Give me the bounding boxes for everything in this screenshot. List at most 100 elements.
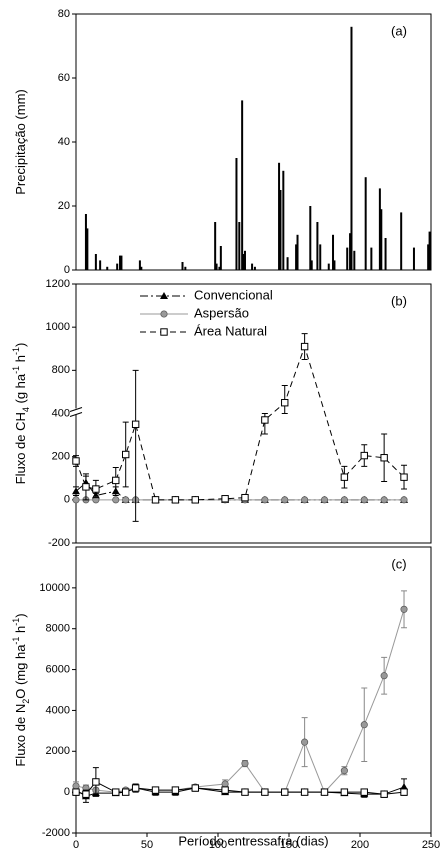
marker [82, 483, 90, 491]
bar [412, 247, 415, 270]
y-tick-label: 20 [58, 200, 70, 212]
y-tick-label: 800 [52, 364, 70, 376]
y-tick-label: 1200 [46, 278, 70, 290]
marker [340, 473, 349, 481]
marker [92, 778, 100, 786]
marker [221, 786, 229, 794]
bar [309, 206, 312, 270]
marker [400, 473, 408, 481]
y-axis-label-part: Precipitação (mm) [13, 89, 28, 194]
marker [241, 759, 249, 768]
marker [281, 399, 289, 407]
y-tick-label: 0 [64, 786, 70, 798]
bar [86, 228, 89, 270]
marker [131, 784, 140, 792]
y-axis-label-part: h [13, 355, 28, 366]
marker [261, 496, 269, 504]
bar [333, 260, 336, 270]
bar [428, 231, 431, 270]
y-axis-label-part: ) [13, 343, 28, 347]
bar [106, 266, 109, 270]
marker [221, 495, 229, 503]
legend-label: Área Natural [194, 323, 267, 338]
marker [360, 451, 368, 460]
marker [300, 342, 309, 351]
y-axis-label-part: Fluxo de CH [13, 412, 28, 484]
bar [184, 266, 187, 270]
marker [261, 788, 269, 796]
x-tick-label: 150 [280, 839, 298, 849]
axis-break [69, 407, 83, 412]
bar [310, 260, 313, 270]
y-axis-label-part: -1 [11, 366, 21, 374]
y-tick-label: 10000 [39, 582, 70, 594]
marker [400, 788, 408, 796]
y-tick-label: -2000 [42, 827, 70, 839]
marker [400, 783, 409, 791]
bar [346, 247, 349, 270]
marker [281, 496, 289, 504]
marker [72, 487, 80, 495]
marker [191, 496, 199, 504]
y-axis-label-part: ) [13, 613, 28, 617]
x-tick-label: 100 [209, 839, 227, 849]
bar [214, 222, 217, 270]
marker [360, 788, 368, 796]
y-axis-label-part: h [13, 626, 28, 637]
axis-break-gap [70, 408, 82, 415]
marker [400, 605, 408, 613]
bar [384, 238, 387, 270]
bar [218, 266, 221, 270]
y-axis-label-part: -1 [11, 637, 21, 645]
marker [160, 292, 168, 299]
bar [251, 263, 254, 270]
bar [378, 188, 381, 270]
bar [238, 222, 241, 270]
y-tick-label: 4000 [46, 704, 70, 716]
plot-frame [75, 13, 432, 271]
marker [320, 788, 329, 796]
marker [261, 416, 269, 424]
bar [235, 158, 238, 270]
y-tick-label: 60 [58, 72, 70, 84]
bar [400, 212, 403, 270]
y-tick-label: 40 [58, 136, 70, 148]
y-tick-label: 1000 [46, 321, 70, 333]
marker [171, 496, 180, 504]
bar [84, 214, 87, 270]
bar [243, 250, 246, 270]
marker [122, 496, 130, 504]
y-tick-label: -200 [48, 537, 70, 549]
x-tick-label: 200 [351, 839, 369, 849]
bar [120, 255, 123, 270]
legend-label: Aspersão [194, 305, 249, 320]
marker [281, 788, 289, 796]
marker [171, 786, 180, 794]
marker [160, 310, 168, 318]
series-line [75, 609, 405, 794]
bar [279, 190, 282, 270]
marker [360, 721, 368, 729]
y-tick-label: 8000 [46, 623, 70, 635]
marker [72, 457, 80, 465]
y-axis-label-part: Fluxo de N [13, 704, 28, 767]
marker [82, 790, 90, 798]
y-tick-label: 400 [52, 407, 70, 419]
bar [370, 247, 373, 270]
bar [242, 254, 245, 270]
marker [340, 788, 349, 796]
error-bar [132, 369, 139, 522]
bar [427, 244, 430, 270]
bar [350, 26, 353, 270]
y-tick-label: 2000 [46, 745, 70, 757]
bar [253, 266, 256, 270]
y-tick-label: 80 [58, 8, 70, 20]
bar [181, 262, 184, 270]
panel-annotation: (a) [391, 23, 407, 38]
marker [340, 767, 348, 775]
bar [94, 254, 97, 270]
bar [327, 263, 330, 270]
y-axis-label-part: 4 [21, 407, 31, 412]
marker [380, 790, 388, 798]
panel-annotation: (b) [391, 293, 407, 308]
